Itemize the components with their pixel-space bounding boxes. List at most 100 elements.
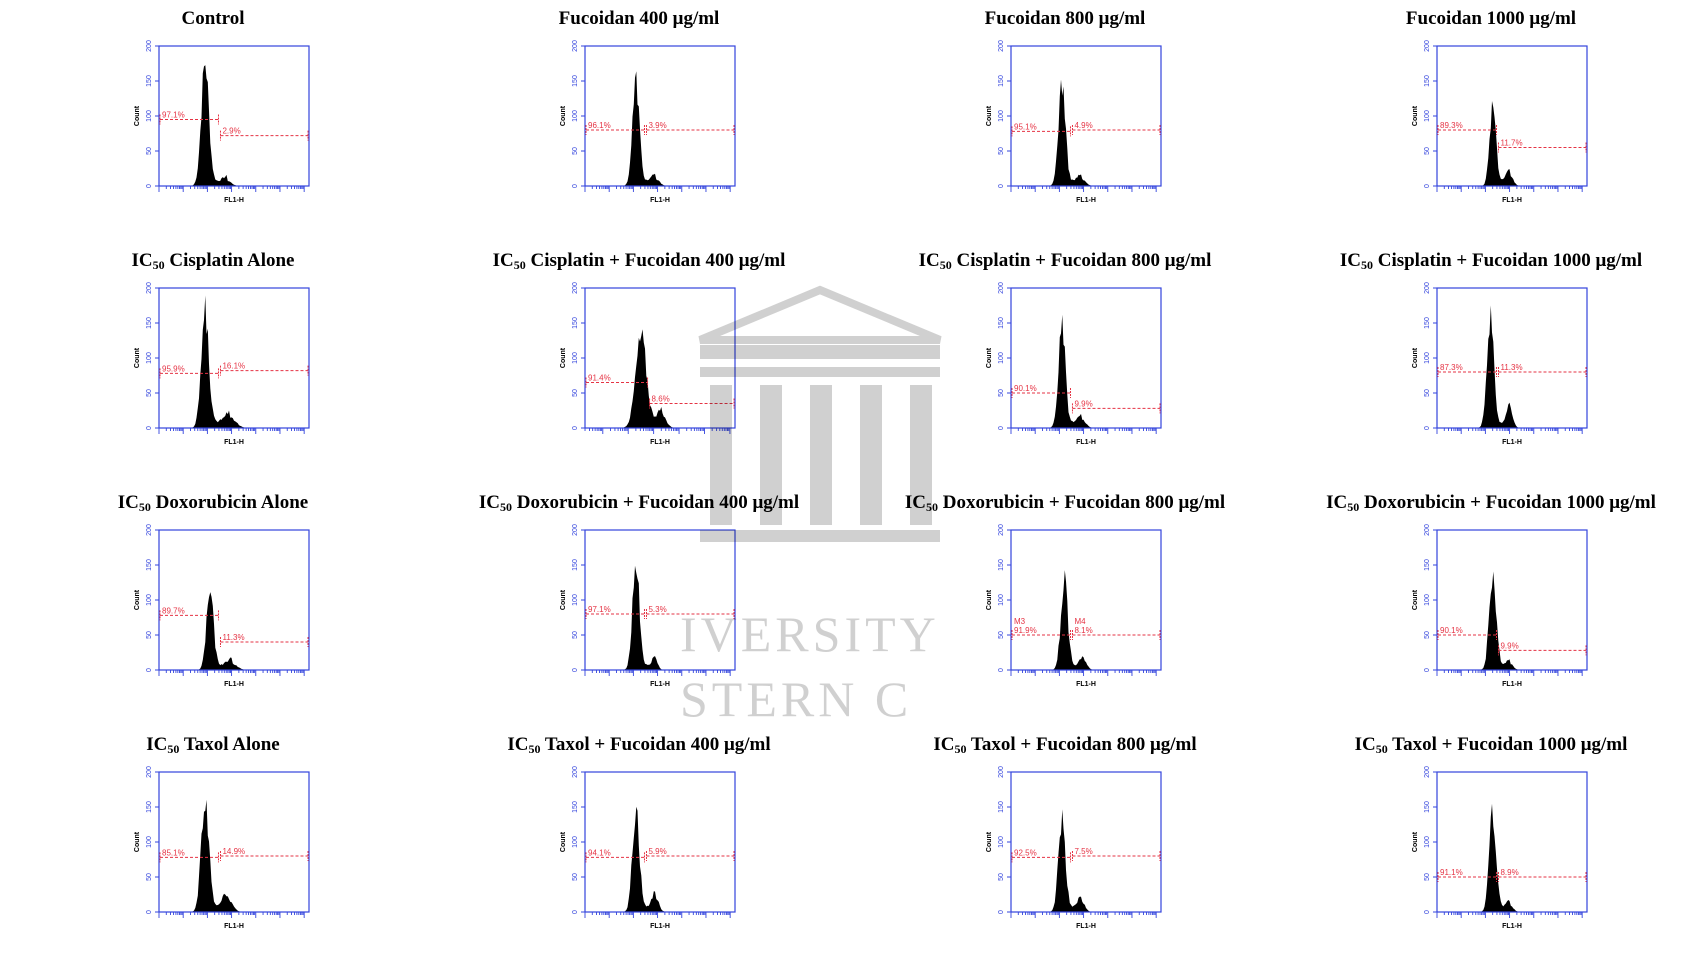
panel-title-text: Fucoidan 400 μg/ml [558, 8, 720, 29]
panel-title-text: Doxorubicin Alone [155, 492, 309, 513]
histogram-panel: IC50 Cisplatin + Fucoidan 400 μg/ml 0 50 10… [426, 242, 852, 484]
y-tick-label: 100 [1424, 594, 1431, 606]
plot-frame [158, 287, 310, 429]
panel-title: IC50 Taxol + Fucoidan 800 μg/ml [852, 734, 1278, 757]
panel-title: IC50 Doxorubicin + Fucoidan 1000 μg/ml [1278, 492, 1704, 515]
y-axis-label: Count [986, 831, 993, 852]
y-tick-label: 200 [146, 766, 153, 778]
histogram-area [1437, 571, 1587, 670]
x-axis-label: FL1-H [650, 439, 670, 446]
histogram-plot: 0 50 100 150 200 Count FL1-H 89.7% 11.3% [134, 524, 310, 688]
histogram-plot: 0 50 100 150 200 Count FL1-H 87.3% 11.3% [1412, 282, 1588, 446]
y-tick-label: 50 [146, 873, 153, 881]
y-tick-label: 100 [146, 110, 153, 122]
y-tick-label: 0 [1424, 426, 1431, 430]
y-tick-label: 150 [572, 801, 579, 813]
y-tick-label: 150 [998, 559, 1005, 571]
y-tick-label: 150 [572, 317, 579, 329]
y-tick-label: 150 [146, 559, 153, 571]
gate-percent-label: 92.5% [1014, 848, 1037, 857]
y-tick-label: 50 [998, 147, 1005, 155]
y-tick-label: 0 [146, 910, 153, 914]
histogram-panel: IC50 Doxorubicin + Fucoidan 800 μg/ml 0 50… [852, 484, 1278, 726]
histogram-panel: IC50 Taxol + Fucoidan 1000 μg/ml 0 50 100 15… [1278, 726, 1704, 968]
histogram-plot: 0 50 100 150 200 Count FL1-H 97.1% 5.3% [560, 524, 736, 688]
y-tick-label: 50 [998, 631, 1005, 639]
x-axis-label: FL1-H [650, 923, 670, 930]
y-tick-label: 100 [998, 110, 1005, 122]
panel-title-text: Taxol Alone [183, 734, 280, 755]
gate-percent-label: 8.1% [1074, 626, 1092, 635]
x-axis-label: FL1-H [650, 681, 670, 688]
y-axis-label: Count [1412, 831, 1419, 852]
x-axis-label: FL1-H [224, 681, 244, 688]
histogram-panel: IC50 Doxorubicin Alone 0 50 100 150 200 Count F… [0, 484, 426, 726]
panel-title: IC50 Cisplatin Alone [0, 250, 426, 273]
y-tick-label: 100 [146, 352, 153, 364]
y-tick-label: 0 [146, 668, 153, 672]
histogram-area [1011, 314, 1161, 428]
y-tick-label: 200 [146, 282, 153, 294]
panel-title-prefix: IC [492, 250, 514, 271]
gate-percent-label: 90.1% [1440, 626, 1463, 635]
y-axis-label: Count [134, 105, 141, 126]
plot-frame [1010, 771, 1162, 913]
panel-title-text: Cisplatin + Fucoidan 400 μg/ml [530, 250, 786, 271]
plot-frame [1010, 45, 1162, 187]
histogram-area [159, 592, 309, 670]
gate-percent-label: 4.9% [1074, 121, 1092, 130]
y-tick-label: 50 [572, 873, 579, 881]
y-tick-label: 150 [146, 801, 153, 813]
histogram-area [585, 565, 735, 670]
panel-title-prefix: IC [131, 250, 153, 271]
y-tick-label: 200 [572, 766, 579, 778]
gate-percent-label: 9.9% [1500, 641, 1518, 650]
y-tick-label: 100 [572, 110, 579, 122]
y-tick-label: 50 [1424, 389, 1431, 397]
panel-title-text: Doxorubicin + Fucoidan 1000 μg/ml [1364, 492, 1656, 513]
x-axis-label: FL1-H [1076, 439, 1096, 446]
panel-title-subscript: 50 [1347, 500, 1360, 514]
panel-title: Fucoidan 400 μg/ml [426, 8, 852, 30]
y-tick-label: 100 [1424, 110, 1431, 122]
panel-title-subscript: 50 [939, 258, 952, 272]
y-tick-label: 0 [146, 426, 153, 430]
x-axis-label: FL1-H [650, 197, 670, 204]
x-axis-label: FL1-H [224, 197, 244, 204]
histogram-panel: IC50 Taxol + Fucoidan 400 μg/ml 0 50 100 150… [426, 726, 852, 968]
histogram-panel: IC50 Cisplatin + Fucoidan 1000 μg/ml 0 50 1… [1278, 242, 1704, 484]
panel-title-subscript: 50 [528, 742, 541, 756]
y-tick-label: 0 [572, 668, 579, 672]
panel-title-subscript: 50 [513, 258, 526, 272]
y-tick-label: 200 [998, 40, 1005, 52]
plot-frame [584, 45, 736, 187]
y-tick-label: 200 [146, 524, 153, 536]
histogram-plot: 0 50 100 150 200 Count FL1-H 94.1% 5.9% [560, 766, 736, 930]
gate-percent-label: 94.1% [588, 848, 611, 857]
y-tick-label: 50 [146, 389, 153, 397]
gate-name: M4 [1074, 617, 1086, 626]
histogram-panel: IC50 Cisplatin + Fucoidan 800 μg/ml 0 50 10… [852, 242, 1278, 484]
y-axis-label: Count [1412, 589, 1419, 610]
x-axis-label: FL1-H [1502, 197, 1522, 204]
y-tick-label: 0 [1424, 910, 1431, 914]
y-tick-label: 50 [1424, 873, 1431, 881]
y-tick-label: 50 [572, 631, 579, 639]
histogram-plot: 0 50 100 150 200 Count FL1-H 90.1% 9.9% [986, 282, 1162, 446]
histogram-area [1011, 570, 1161, 670]
x-axis-label: FL1-H [1502, 439, 1522, 446]
y-tick-label: 0 [998, 426, 1005, 430]
gate-percent-label: 97.1% [162, 111, 185, 120]
y-tick-label: 0 [1424, 668, 1431, 672]
gate-percent-label: 9.9% [1074, 399, 1092, 408]
histogram-area [585, 806, 735, 912]
histogram-panel: Fucoidan 1000 μg/ml 0 50 100 150 200 Count FL1-… [1278, 0, 1704, 242]
plot-frame [584, 771, 736, 913]
panel-title: IC50 Cisplatin + Fucoidan 400 μg/ml [426, 250, 852, 273]
gate-percent-label: 91.4% [588, 374, 611, 383]
y-tick-label: 150 [998, 801, 1005, 813]
gate-percent-label: 5.9% [648, 847, 666, 856]
y-axis-label: Count [986, 347, 993, 368]
y-tick-label: 50 [998, 389, 1005, 397]
